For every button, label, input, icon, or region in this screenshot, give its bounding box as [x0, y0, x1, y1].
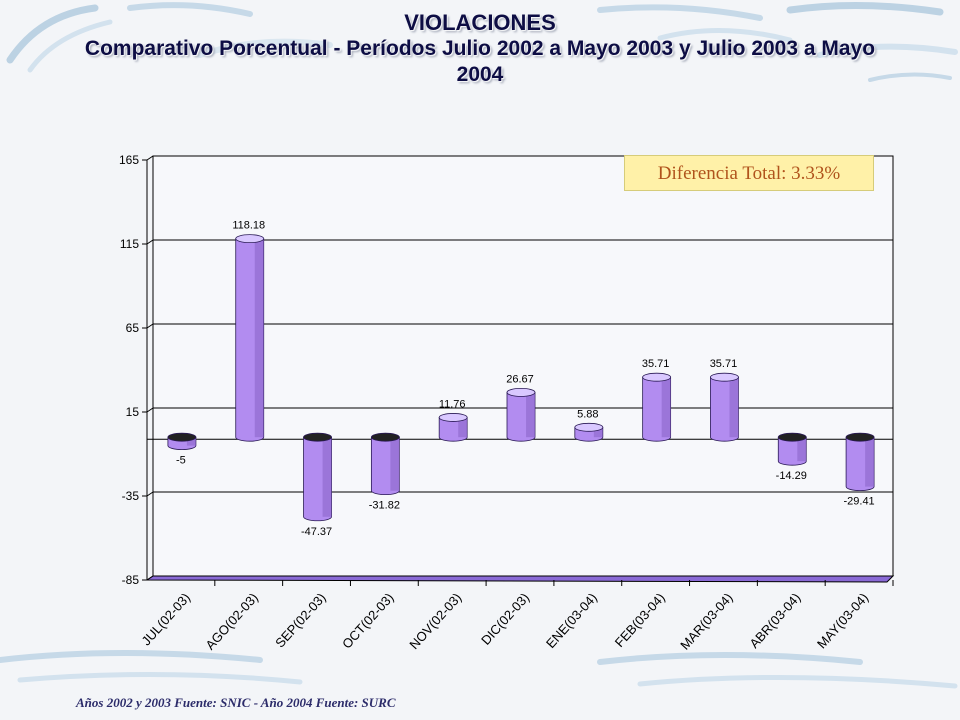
bar-DIC(02-03) [506, 387, 536, 442]
data-label: 26.67 [506, 373, 534, 385]
bar-cap [235, 234, 265, 244]
x-tick-label: AGO(02-03) [202, 590, 261, 653]
bar-cap [438, 413, 468, 422]
data-label: 35.71 [642, 358, 670, 370]
bar-cap [777, 432, 807, 442]
bar-MAY(03-04) [845, 432, 875, 491]
data-label: -31.82 [369, 500, 400, 512]
title-line1: VIOLACIONES [404, 10, 556, 35]
title-line2: Comparativo Porcentual - Períodos Julio … [84, 37, 876, 86]
gridline-depth [146, 407, 154, 413]
bar-JUL(02-03) [167, 432, 197, 450]
bar-cap [506, 387, 536, 397]
x-tick-label: SEP(02-03) [272, 590, 329, 651]
x-tick-label: OCT(02-03) [339, 590, 397, 652]
bar-shade [797, 437, 807, 462]
plot-floor [145, 575, 895, 583]
bar-cap [370, 432, 400, 442]
bar-cap [167, 432, 197, 442]
y-tick-label: -35 [122, 489, 140, 503]
x-tick-label: DIC(02-03) [478, 590, 532, 648]
bar-OCT(02-03) [370, 432, 400, 496]
bar-shade [322, 437, 332, 517]
x-tick-label: JUL(02-03) [138, 590, 193, 648]
data-label: 5.88 [577, 408, 598, 420]
y-tick-label: -85 [122, 573, 140, 587]
data-label: 118.18 [232, 220, 265, 232]
bar-cap [642, 372, 672, 382]
bar-shade [865, 437, 875, 487]
data-label: 11.76 [439, 398, 466, 410]
bar-shade [661, 377, 671, 438]
y-tick-label: 115 [120, 237, 139, 251]
data-label: -14.29 [776, 470, 807, 482]
data-label: -5 [176, 455, 186, 467]
chart-title: VIOLACIONES Comparativo Porcentual - Per… [0, 10, 960, 88]
gridline-depth [146, 323, 154, 329]
gridline-depth [146, 155, 154, 161]
bar-shade [390, 437, 400, 491]
source-note: Años 2002 y 2003 Fuente: SNIC - Año 2004… [76, 695, 396, 710]
gridline-depth [146, 575, 154, 581]
x-tick-label: ENE(03-04) [543, 590, 600, 651]
bar-shade [186, 437, 196, 446]
bar-cap [845, 432, 875, 442]
y-tick-label: 65 [126, 321, 140, 335]
bar-MAR(03-04) [710, 372, 739, 442]
x-tick-label: ABR(03-04) [746, 590, 803, 651]
bar-cap [710, 372, 739, 382]
bar-shade [254, 238, 264, 438]
bar-AGO(02-03) [235, 234, 265, 442]
x-tick-label: MAR(03-04) [677, 590, 736, 653]
bar-shade [593, 427, 603, 438]
difference-total-box: Diferencia Total: 3.33% [624, 155, 874, 191]
x-tick-label: FEB(03-04) [612, 590, 668, 650]
data-label: -29.41 [843, 496, 874, 508]
bar-ABR(03-04) [777, 432, 807, 466]
y-tick-label: 165 [119, 153, 139, 167]
y-tick-label: 15 [126, 405, 140, 419]
bar-shade [526, 392, 535, 438]
bar-cap [303, 432, 332, 442]
bar-SEP(02-03) [303, 432, 332, 522]
plot-area [152, 155, 894, 577]
bar-ENE(03-04) [574, 422, 604, 442]
bar-FEB(03-04) [642, 372, 672, 442]
gridline-depth [146, 491, 154, 497]
bar-shade [458, 417, 468, 438]
bar-NOV(02-03) [438, 413, 468, 442]
x-tick-label: MAY(03-04) [814, 590, 871, 651]
data-label: -47.37 [301, 526, 332, 538]
bar-shade [729, 377, 739, 438]
gridline-depth [146, 239, 154, 245]
data-label: 35.71 [710, 358, 738, 370]
x-tick-label: NOV(02-03) [406, 590, 464, 652]
bar-cap [574, 422, 604, 432]
